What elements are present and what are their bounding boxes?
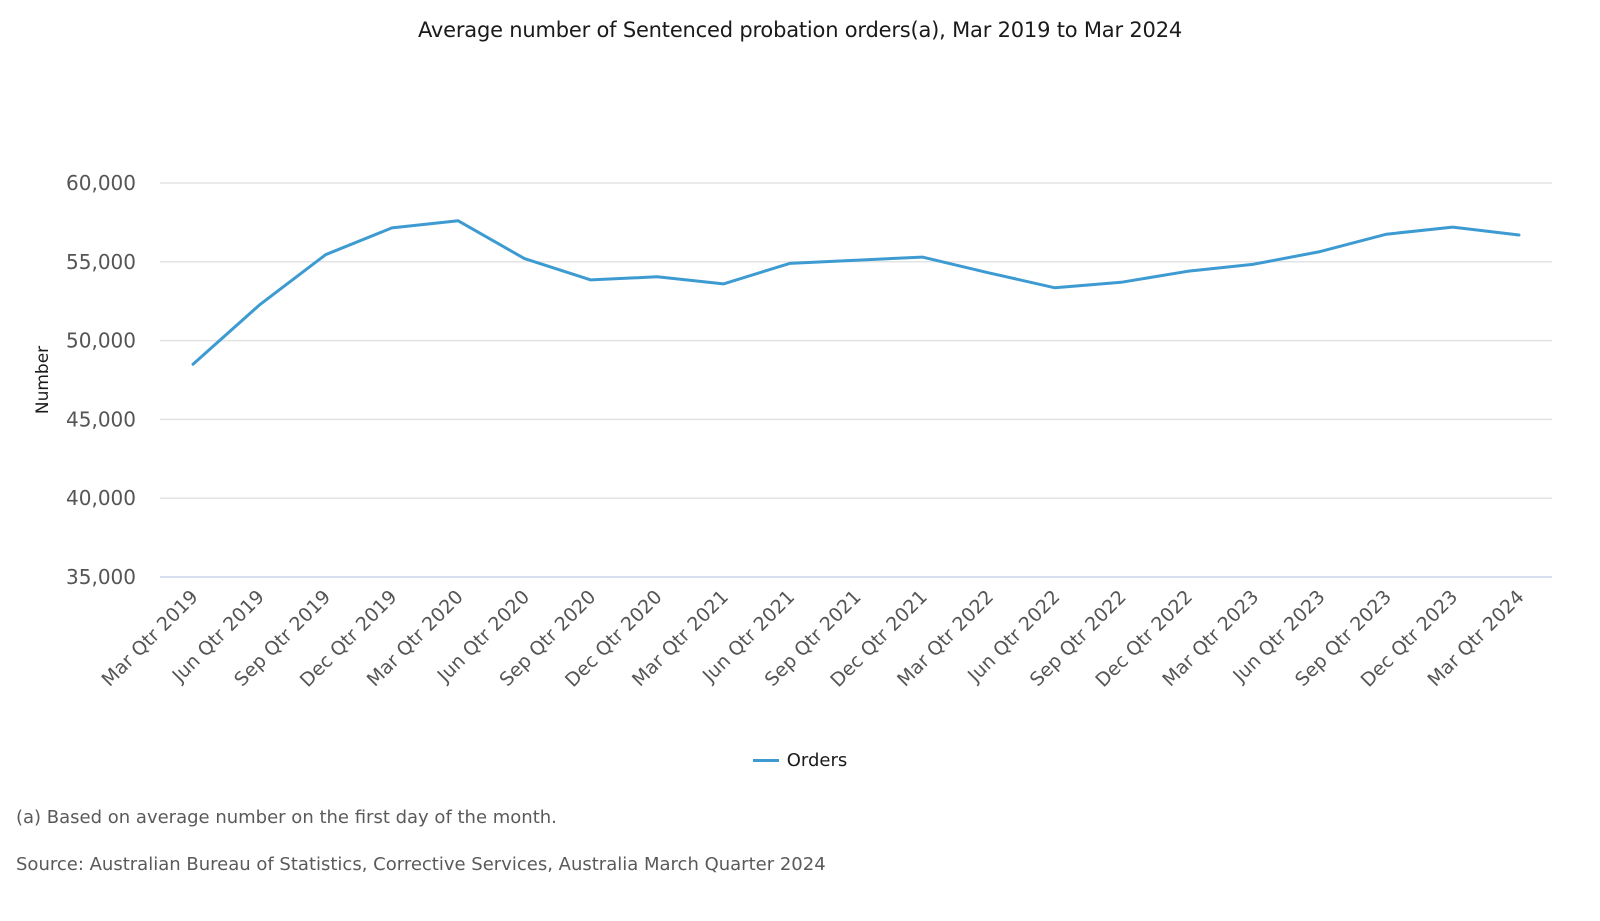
series-line-orders[interactable] — [191, 219, 1521, 366]
data-point[interactable] — [1115, 276, 1127, 288]
source-note: Source: Australian Bureau of Statistics,… — [16, 854, 826, 875]
data-point[interactable] — [916, 251, 928, 263]
legend-item-orders[interactable]: Orders — [752, 750, 848, 771]
data-point[interactable] — [1380, 228, 1392, 240]
data-point[interactable] — [519, 253, 531, 265]
gridlines — [160, 182, 1552, 578]
legend-swatch — [752, 759, 779, 762]
data-point[interactable] — [1248, 258, 1260, 270]
data-point[interactable] — [386, 222, 398, 234]
data-point[interactable] — [784, 257, 796, 269]
footnote: (a) Based on average number on the first… — [16, 807, 557, 828]
data-point[interactable] — [585, 274, 597, 286]
data-point[interactable] — [320, 249, 332, 261]
y-tick-label: 55,000 — [66, 250, 136, 274]
series-layer — [187, 215, 1525, 370]
data-point[interactable] — [1314, 246, 1326, 258]
data-point[interactable] — [452, 215, 464, 227]
y-tick-label: 60,000 — [66, 171, 136, 195]
data-point[interactable] — [1182, 265, 1194, 277]
y-axis-label: Number — [33, 346, 53, 414]
data-point[interactable] — [717, 278, 729, 290]
y-axis-ticks: 35,000 40,000 45,000 50,000 55,000 60,000 — [66, 171, 136, 589]
data-point[interactable] — [1049, 282, 1061, 294]
y-tick-label: 35,000 — [66, 565, 136, 589]
data-point[interactable] — [850, 254, 862, 266]
y-tick-label: 50,000 — [66, 329, 136, 353]
data-point[interactable] — [187, 358, 199, 370]
data-point[interactable] — [253, 299, 265, 311]
y-tick-label: 45,000 — [66, 407, 136, 431]
chart-title: Average number of Sentenced probation or… — [417, 18, 1183, 42]
data-point[interactable] — [983, 267, 995, 279]
data-point[interactable] — [651, 271, 663, 283]
y-tick-label: 40,000 — [66, 486, 136, 510]
data-point[interactable] — [1513, 229, 1525, 241]
legend: Orders — [0, 750, 1600, 771]
data-point[interactable] — [1447, 221, 1459, 233]
legend-label: Orders — [786, 750, 848, 771]
